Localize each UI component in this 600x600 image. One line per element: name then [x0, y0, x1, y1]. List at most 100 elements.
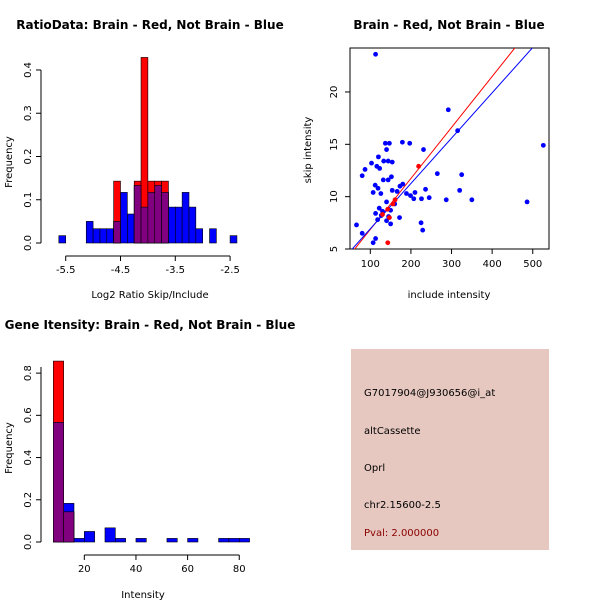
scatter-point-blue	[389, 159, 395, 165]
scatter-point-blue	[421, 147, 426, 152]
scatter-point-blue	[389, 187, 395, 193]
x-tick-label: 80	[233, 564, 246, 575]
scatter-point-blue	[362, 167, 368, 172]
ratio-histogram-panel: RatioData: Brain - Red, Not Brain - Blue…	[4, 18, 284, 301]
scatter-point-blue	[408, 193, 413, 199]
scatter-point-blue	[445, 107, 451, 113]
scatter-point-blue	[377, 165, 383, 171]
histogram-bar-overlap	[140, 206, 149, 244]
histogram-bar-blue	[84, 531, 95, 543]
y-tick-label: 20	[329, 86, 340, 99]
scatter-point-red	[416, 163, 422, 169]
scatter-point-blue	[469, 197, 475, 203]
y-tick-label: 0.2	[23, 492, 34, 508]
x-tick-label: 60	[181, 564, 194, 575]
y-tick-label: 0.0	[23, 534, 34, 550]
intensity-chart-title: Gene Itensity: Brain - Red, Not Brain - …	[5, 318, 296, 332]
scatter-point-blue	[540, 142, 546, 148]
histogram-bar-blue	[166, 538, 178, 543]
histogram-bar-overlap	[53, 421, 64, 543]
scatter-point-blue	[388, 221, 394, 227]
info-background	[351, 349, 549, 550]
scatter-point-blue	[426, 195, 432, 201]
scatter-point-blue	[397, 215, 402, 220]
ratio-chart-title: RatioData: Brain - Red, Not Brain - Blue	[16, 18, 283, 32]
histogram-bar-blue	[168, 206, 176, 244]
scatter-point-red	[392, 197, 398, 203]
x-tick-label: 200	[401, 259, 420, 270]
histogram-bar-blue	[73, 538, 85, 543]
probe-id: G7017904@J930656@i_at	[364, 388, 495, 399]
scatter-point-blue	[359, 173, 365, 179]
x-tick-label: -2.5	[220, 265, 240, 276]
histogram-bar-overlap	[113, 221, 121, 244]
histogram-bar-overlap	[133, 185, 142, 244]
scatter-point-blue	[372, 182, 378, 188]
histogram-bar-blue	[188, 206, 197, 244]
x-tick-label: 400	[483, 259, 502, 270]
y-tick-label: 0.8	[23, 365, 34, 381]
y-tick-label: 0.2	[23, 149, 34, 165]
histogram-bar-blue	[115, 538, 126, 543]
histogram-bar-blue	[228, 538, 240, 543]
scatter-point-blue	[359, 230, 365, 236]
intensity-histogram-panel: Gene Itensity: Brain - Red, Not Brain - …	[4, 318, 295, 600]
scatter-point-blue	[418, 220, 424, 226]
scatter-point-red	[380, 212, 385, 217]
scatter-point-blue	[411, 196, 417, 202]
scatter-point-red	[386, 215, 392, 220]
scatter-point-blue	[369, 160, 374, 166]
scatter-point-blue	[370, 240, 376, 246]
genomic-location: chr2.15600-2.5	[364, 500, 441, 511]
scatter-point-blue	[380, 177, 386, 183]
intensity-overlap-bars	[53, 421, 75, 543]
scatter-panel: Brain - Red, Not Brain - Blue 5 10 15 20 10…	[303, 18, 550, 301]
scatter-point-blue	[423, 186, 428, 192]
info-panel: G7017904@J930656@i_at altCassette Oprl c…	[351, 349, 549, 550]
scatter-point-blue	[407, 140, 413, 146]
scatter-point-blue	[434, 171, 440, 177]
scatter-point-blue	[382, 140, 388, 146]
intensity-x-ticks: 20 40 60 80	[78, 555, 246, 575]
scatter-point-blue	[376, 205, 382, 211]
ratio-x-ticks: -5.5 -4.5 -3.5 -2.5	[56, 256, 240, 276]
intensity-y-ticks: 0.0 0.2 0.4 0.6 0.8	[23, 365, 41, 550]
ratio-overlap-bars	[113, 185, 169, 244]
histogram-bar-blue	[209, 228, 217, 244]
scatter-point-blue	[381, 158, 387, 164]
scatter-point-blue	[384, 199, 389, 205]
scatter-x-ticks: 100 200 300 400 500	[361, 249, 542, 270]
scatter-plot-box	[349, 47, 550, 250]
y-tick-label: 15	[329, 138, 340, 151]
scatter-point-blue	[384, 218, 389, 224]
y-tick-label: 0.4	[23, 450, 34, 466]
histogram-bar-blue	[181, 192, 190, 244]
scatter-point-blue	[459, 172, 465, 178]
scatter-point-blue	[443, 197, 449, 203]
scatter-point-blue	[354, 222, 359, 228]
fit-line-blue	[351, 48, 533, 249]
ratio-y-ticks: 0.0 0.1 0.2 0.3 0.4	[23, 62, 41, 251]
scatter-point-blue	[386, 140, 392, 146]
y-tick-label: 0.0	[23, 235, 34, 251]
x-tick-label: -5.5	[56, 265, 76, 276]
scatter-point-blue	[400, 181, 406, 187]
scatter-point-blue	[373, 236, 378, 241]
scatter-point-blue	[457, 187, 463, 193]
y-tick-label: 5	[329, 246, 340, 252]
gene-name: Oprl	[364, 463, 385, 474]
scatter-point-blue	[373, 51, 378, 57]
scatter-fit-lines	[351, 48, 533, 249]
x-tick-label: 300	[442, 259, 461, 270]
scatter-point-blue	[399, 139, 405, 145]
histogram-bar-blue	[58, 235, 66, 244]
scatter-point-blue	[385, 158, 391, 164]
scatter-point-blue	[370, 190, 376, 195]
histogram-bar-blue	[104, 527, 116, 543]
histogram-bar-overlap	[63, 511, 75, 543]
scatter-point-blue	[375, 185, 381, 191]
x-tick-label: 500	[523, 259, 542, 270]
x-tick-label: 40	[130, 564, 143, 575]
scatter-point-blue	[524, 199, 530, 205]
